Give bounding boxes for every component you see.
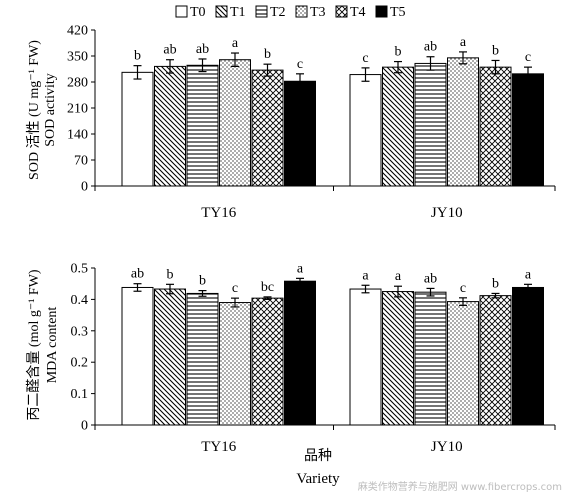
sod-sig-letter: b [134, 49, 141, 64]
watermark: 麻类作物营养与施肥网 www.fibercrops.com [358, 480, 562, 493]
sod-bar-jy10-t3 [447, 57, 479, 187]
sod-bar-jy10-t0 [349, 74, 382, 187]
sod-bar-ty16-t2 [186, 64, 219, 187]
mda-sig-letter: bc [261, 280, 274, 295]
mda-sig-letter: b [167, 267, 174, 282]
mda-bar-ty16-t1 [154, 288, 186, 426]
mda-sig-letter: a [395, 269, 402, 284]
mda-bar-jy10-t4 [479, 295, 512, 426]
sod-ytick-label: 140 [67, 128, 88, 143]
sod-bar-jy10-t1 [382, 66, 414, 187]
sod-category-label-jy10: JY10 [431, 205, 463, 221]
mda-sig-letter: ab [131, 267, 144, 282]
mda-bar-jy10-t2 [414, 291, 447, 426]
mda-sig-letter: ab [424, 271, 437, 286]
sod-category-label-ty16: TY16 [201, 205, 236, 221]
legend-label-t2: T2 [270, 5, 286, 20]
sod-panel: SOD 活性 (U mg⁻¹ FW) SOD activity 0 70 140 21… [26, 24, 556, 221]
legend-swatch-t0 [175, 5, 188, 18]
mda-bar-jy10-t3 [447, 301, 479, 426]
mda-sig-letter: b [199, 274, 206, 289]
sod-sig-letter: c [362, 51, 368, 66]
xlabel-cn: 品种 [304, 448, 332, 464]
mda-sig-letter: c [460, 281, 466, 296]
sod-bar-ty16-t0 [121, 71, 154, 187]
legend-label-t5: T5 [390, 5, 406, 20]
sod-sig-letter: ab [196, 42, 209, 57]
mda-panel: 丙二醛含量 (mol g⁻¹ FW) MDA content 0 0.1 0.2 0.… [26, 261, 556, 487]
mda-ytick-label: 0 [81, 419, 88, 434]
mda-ytick-label: 0.4 [71, 293, 89, 308]
mda-sig-letter: c [232, 281, 238, 296]
mda-bar-jy10-t0 [349, 288, 382, 426]
sod-bar-ty16-t4 [251, 69, 284, 187]
sod-bar-jy10-t2 [414, 62, 447, 187]
mda-sig-letter: a [362, 268, 369, 283]
legend-swatch-t2 [255, 5, 268, 18]
legend-swatch-t4 [335, 5, 348, 18]
mda-sig-letter: b [492, 276, 499, 291]
mda-bar-ty16-t0 [121, 286, 154, 426]
mda-bar-ty16-t3 [219, 302, 251, 426]
legend-swatch-t5 [375, 5, 388, 18]
mda-ylabel-en: MDA content [45, 307, 60, 384]
mda-bar-ty16-t4 [251, 297, 284, 426]
sod-sig-letter: c [525, 50, 531, 65]
mda-ytick-label: 0.2 [71, 356, 89, 371]
sod-sig-letter: b [492, 43, 499, 58]
sod-ytick-label: 0 [81, 180, 88, 195]
mda-bar-jy10-t5 [512, 286, 544, 426]
mda-sig-letter: a [297, 261, 304, 276]
mda-sig-letter: a [525, 267, 532, 282]
sod-ylabel-en: SOD activity [43, 73, 58, 147]
sod-sig-letter: a [232, 36, 239, 51]
mda-ytick-label: 0.1 [71, 387, 89, 402]
sod-bar-ty16-t1 [154, 65, 186, 187]
sod-sig-letter: c [297, 57, 303, 72]
sod-sig-letter: b [264, 47, 271, 62]
sod-sig-letter: ab [424, 40, 437, 55]
legend-label-t1: T1 [230, 5, 246, 20]
legend-label-t0: T0 [190, 5, 206, 20]
sod-ytick-label: 420 [67, 24, 88, 39]
sod-bar-jy10-t5 [512, 73, 544, 187]
mda-ylabel-cn: 丙二醛含量 (mol g⁻¹ FW) [26, 269, 42, 421]
legend-swatch-t3 [295, 5, 308, 18]
mda-category-label-ty16: TY16 [201, 439, 236, 455]
sod-ytick-label: 280 [67, 76, 88, 91]
sod-sig-letter: ab [163, 43, 176, 58]
sod-ytick-label: 70 [74, 154, 88, 169]
mda-bar-ty16-t2 [186, 292, 219, 426]
mda-ytick-label: 0.3 [71, 324, 89, 339]
legend-swatch-t1 [215, 5, 228, 18]
mda-ytick-label: 0.5 [71, 262, 89, 277]
sod-ytick-label: 350 [67, 50, 88, 65]
sod-bar-ty16-t3 [219, 59, 251, 187]
mda-bar-jy10-t1 [382, 291, 414, 426]
sod-ylabel-cn: SOD 活性 (U mg⁻¹ FW) [26, 40, 42, 180]
legend-label-t4: T4 [350, 5, 366, 20]
mda-bar-ty16-t5 [284, 280, 316, 426]
legend: T0 T1 T2 T3 T4 T5 [175, 5, 406, 20]
sod-ytick-label: 210 [67, 102, 88, 117]
sod-sig-letter: b [395, 45, 402, 60]
sod-sig-letter: a [460, 35, 467, 50]
mda-category-label-jy10: JY10 [431, 439, 463, 455]
sod-bar-jy10-t4 [479, 66, 512, 187]
xlabel-en: Variety [296, 471, 340, 487]
legend-label-t3: T3 [310, 5, 326, 20]
sod-bar-ty16-t5 [284, 80, 316, 187]
